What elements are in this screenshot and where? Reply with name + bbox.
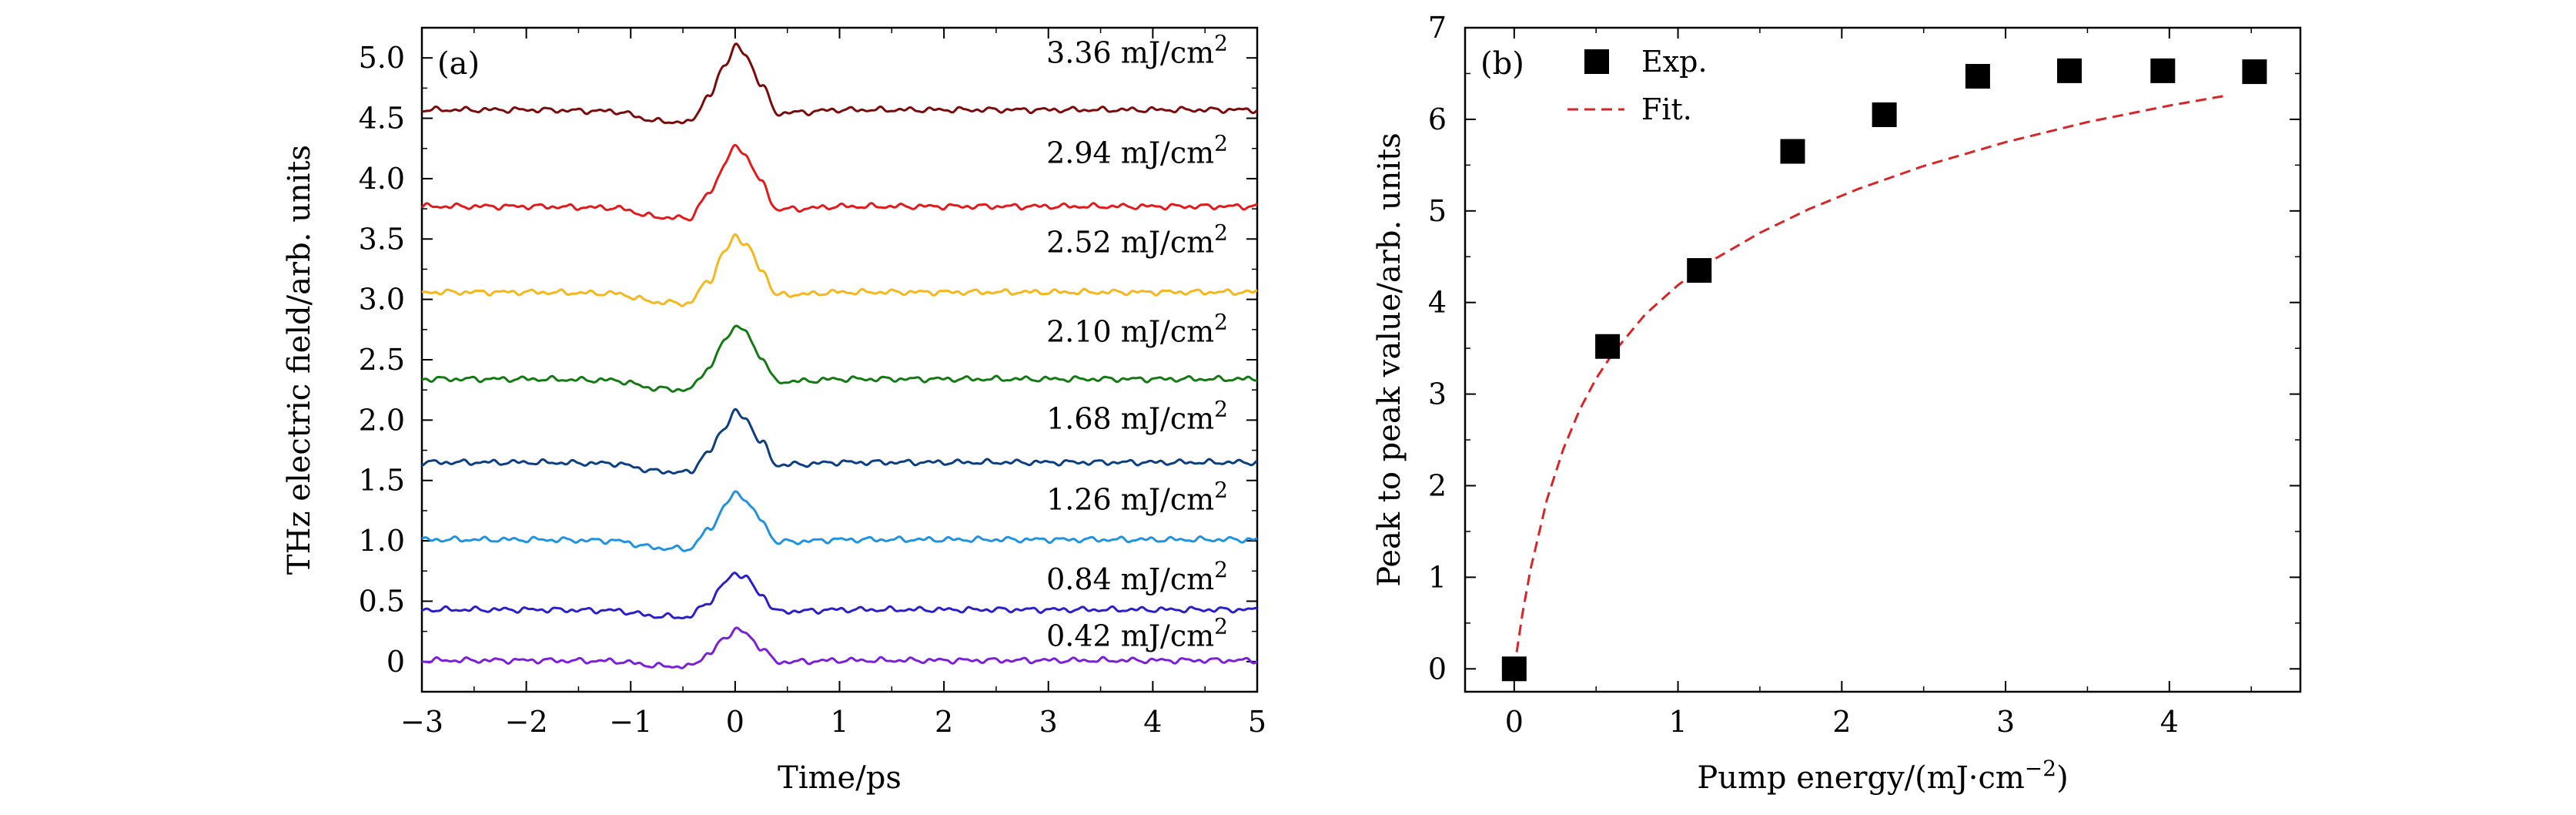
panel-b-frame: [1464, 26, 2302, 693]
panel-b-xtick-label: 3: [1996, 705, 2015, 739]
panel-a-ytick-label: 2.5: [359, 343, 405, 377]
panel-a-xtick-label: −2: [505, 705, 548, 739]
panel-a-trace-4: [421, 408, 1258, 475]
panel-b-xtick-label: 2: [1832, 705, 1851, 739]
panel-b-legend-exp-marker: [1584, 49, 1609, 74]
panel-a-series-label-1-exponent: 2: [1214, 131, 1228, 156]
panel-a-series-label-3-exponent: 2: [1214, 310, 1228, 335]
panel-b-xlabel-close: ): [2056, 760, 2069, 796]
panel-b-legend-fit-label: Fit.: [1641, 92, 1692, 126]
panel-a-trace-6: [421, 572, 1258, 620]
panel-b-xlabel-exponent: −2: [2025, 756, 2056, 781]
panel-a-series-label-5-base: 1.26 mJ/cm: [1046, 482, 1214, 516]
panel-b-xtick-label: 1: [1668, 705, 1687, 739]
panel-a-series-label-5-exponent: 2: [1214, 477, 1228, 502]
panel-a-series-label-7-base: 0.42 mJ/cm: [1046, 619, 1214, 653]
panel-b-exp-point-5: [1965, 64, 1990, 89]
panel-a-series-label-2: 2.52 mJ/cm2: [1046, 220, 1228, 260]
panel-b-exp-point-8: [2242, 59, 2267, 85]
panel-b-ytick-label: 4: [1428, 286, 1447, 320]
panel-a-series-label-7-exponent: 2: [1214, 614, 1228, 639]
panel-a-series-label-5: 1.26 mJ/cm2: [1046, 477, 1228, 516]
panel-a-ylabel: THz electric field/arb. units: [282, 145, 317, 575]
panel-a-ytick-label: 0.5: [359, 584, 405, 618]
panel-a-trace-2: [421, 233, 1258, 307]
panel-a-series-label-0-base: 3.36 mJ/cm: [1046, 36, 1214, 70]
panel-b-exp-point-1: [1595, 334, 1621, 359]
panel-a-series-label-1: 2.94 mJ/cm2: [1046, 131, 1228, 170]
panel-a-series-label-4-exponent: 2: [1214, 396, 1228, 421]
panel-b-xtick-label: 4: [2160, 705, 2179, 739]
panel-b-xlabel: Pump energy/(mJ·cm−2): [1697, 756, 2068, 796]
panel-b-ytick-label: 2: [1428, 468, 1447, 502]
panel-b-legend-exp-label: Exp.: [1641, 45, 1708, 79]
panel-b-exp-point-4: [1872, 102, 1897, 127]
panel-b-exp-point-2: [1687, 258, 1712, 283]
panel-a-xtick-label: 5: [1248, 705, 1266, 739]
panel-a-ytick-label: 3.5: [359, 222, 405, 256]
panel-a-xtick-label: −1: [609, 705, 652, 739]
panel-a-xtick-label: −3: [400, 705, 443, 739]
panel-a-xtick-label: 4: [1143, 705, 1162, 739]
panel-b-ytick-label: 1: [1428, 560, 1447, 594]
panel-a-series-label-1-base: 2.94 mJ/cm: [1046, 136, 1214, 170]
panel-a-trace-0: [421, 42, 1258, 125]
panel-a-trace-7: [421, 626, 1258, 669]
panel-a-trace-5: [421, 490, 1258, 552]
panel-a-trace-3: [421, 324, 1258, 393]
panel-b: 0 1 2 3 4 0 1 2 3 4 5 6 7 Pump energy/(mJ·cm−2) Peak t…: [1372, 11, 2302, 796]
panel-a-ytick-label: 3.0: [359, 283, 405, 317]
panel-b-ylabel: Peak to peak value/arb. units: [1372, 132, 1407, 587]
panel-a-xtick-label: 1: [830, 705, 848, 739]
panel-a-ytick-label: 1.0: [359, 524, 405, 558]
panel-b-xtick-label: 0: [1505, 705, 1524, 739]
panel-b-exp-point-3: [1780, 139, 1805, 164]
panel-b-exp-point-7: [2150, 58, 2176, 83]
panel-a-series-label-2-exponent: 2: [1214, 220, 1228, 246]
panel-a-series-label-6-base: 0.84 mJ/cm: [1046, 562, 1214, 596]
panel-b-exp-point-0: [1501, 656, 1527, 682]
panel-a-series-label-7: 0.42 mJ/cm2: [1046, 614, 1228, 653]
panel-a-ytick-label: 2.0: [359, 403, 405, 437]
panel-a-series-label-4: 1.68 mJ/cm2: [1046, 396, 1228, 435]
panel-a-series-label-0: 3.36 mJ/cm2: [1046, 31, 1228, 70]
panel-b-ytick-label: 3: [1428, 377, 1447, 411]
panel-b-exp-point-6: [2057, 58, 2083, 83]
panel-a-xlabel: Time/ps: [778, 760, 902, 796]
panel-b-xlabel-base: Pump energy/(mJ·cm: [1697, 760, 2024, 796]
panel-b-label: (b): [1480, 46, 1524, 82]
panel-a-ytick-label: 4.0: [359, 162, 405, 196]
panel-a-series-label-2-base: 2.52 mJ/cm: [1046, 226, 1214, 260]
panel-b-ytick-label: 6: [1428, 102, 1447, 136]
panel-b-ytick-label: 0: [1428, 652, 1447, 686]
panel-a-series-label-4-base: 1.68 mJ/cm: [1046, 401, 1214, 435]
panel-a-ytick-label: 4.5: [359, 102, 405, 136]
panel-a-series-label-6: 0.84 mJ/cm2: [1046, 557, 1228, 596]
panel-a: −3 −2 −1 0 1 2 3 4 5 0 0.5 1.0 1.5 2.0 2.5 3.0 3.5 4.0 4.5…: [282, 26, 1266, 796]
panel-a-xtick-label: 2: [935, 705, 953, 739]
panel-a-series-label-3-base: 2.10 mJ/cm: [1046, 315, 1214, 349]
panel-a-trace-1: [420, 143, 1257, 222]
panel-b-ytick-label: 7: [1428, 11, 1447, 45]
panel-a-label: (a): [437, 46, 480, 82]
panel-a-series-label-6-exponent: 2: [1214, 557, 1228, 582]
panel-b-fit-line: [1513, 94, 2227, 669]
panel-a-ytick-label: 5.0: [359, 41, 405, 75]
panel-a-series-label-0-exponent: 2: [1214, 31, 1228, 56]
panel-a-ytick-label: 1.5: [359, 464, 405, 498]
panel-a-ytick-label: 0: [386, 645, 405, 679]
panel-a-series-label-3: 2.10 mJ/cm2: [1046, 310, 1228, 349]
panel-a-xtick-label: 0: [726, 705, 744, 739]
panel-a-xtick-label: 3: [1039, 705, 1058, 739]
panel-b-ytick-label: 5: [1428, 194, 1447, 228]
